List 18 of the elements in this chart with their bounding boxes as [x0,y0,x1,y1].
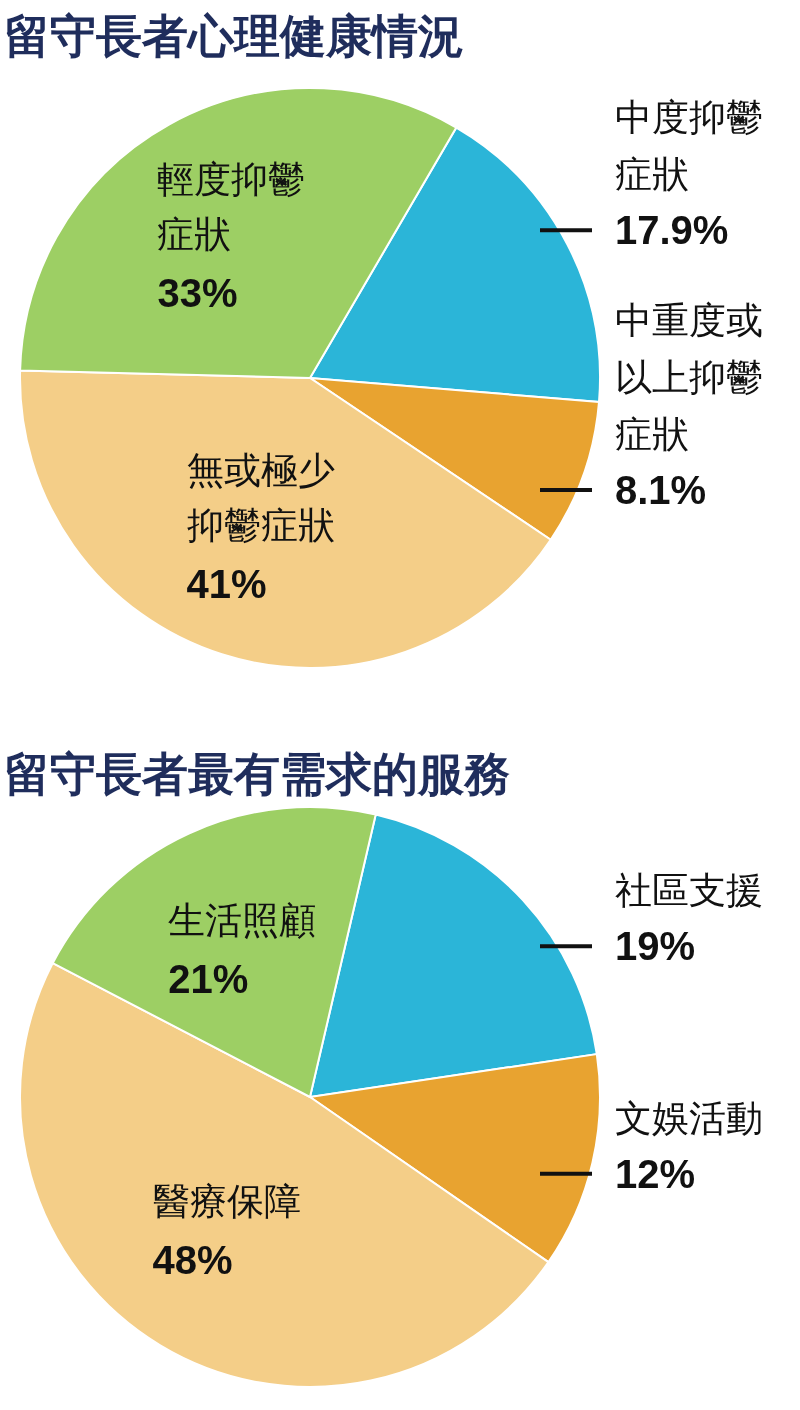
data-label: 8.1% [615,467,707,512]
chart-title: 留守長者心理健康情況 [4,9,464,63]
slice-label: 文娛活動 [615,1096,763,1140]
slice-label: 輕度抑鬱症狀 [157,157,306,256]
slice-label: 中度抑鬱症狀 [615,96,763,197]
data-label: 21% [168,956,249,1001]
data-label: 12% [615,1151,696,1196]
data-label: 19% [615,924,696,969]
slice-label: 社區支援 [615,869,763,913]
data-label: 41% [186,561,267,606]
slice-label: 醫療保障 [152,1180,301,1224]
slice-label: 中重度或以上抑鬱症狀 [615,298,763,456]
slice-label: 生活照顧 [168,898,317,942]
chart-title: 留守長者最有需求的服務 [4,747,510,801]
data-label: 48% [152,1238,233,1283]
data-label: 33% [157,270,238,315]
slice-label: 無或極少抑鬱症狀 [186,448,335,547]
data-label: 17.9% [615,208,729,253]
